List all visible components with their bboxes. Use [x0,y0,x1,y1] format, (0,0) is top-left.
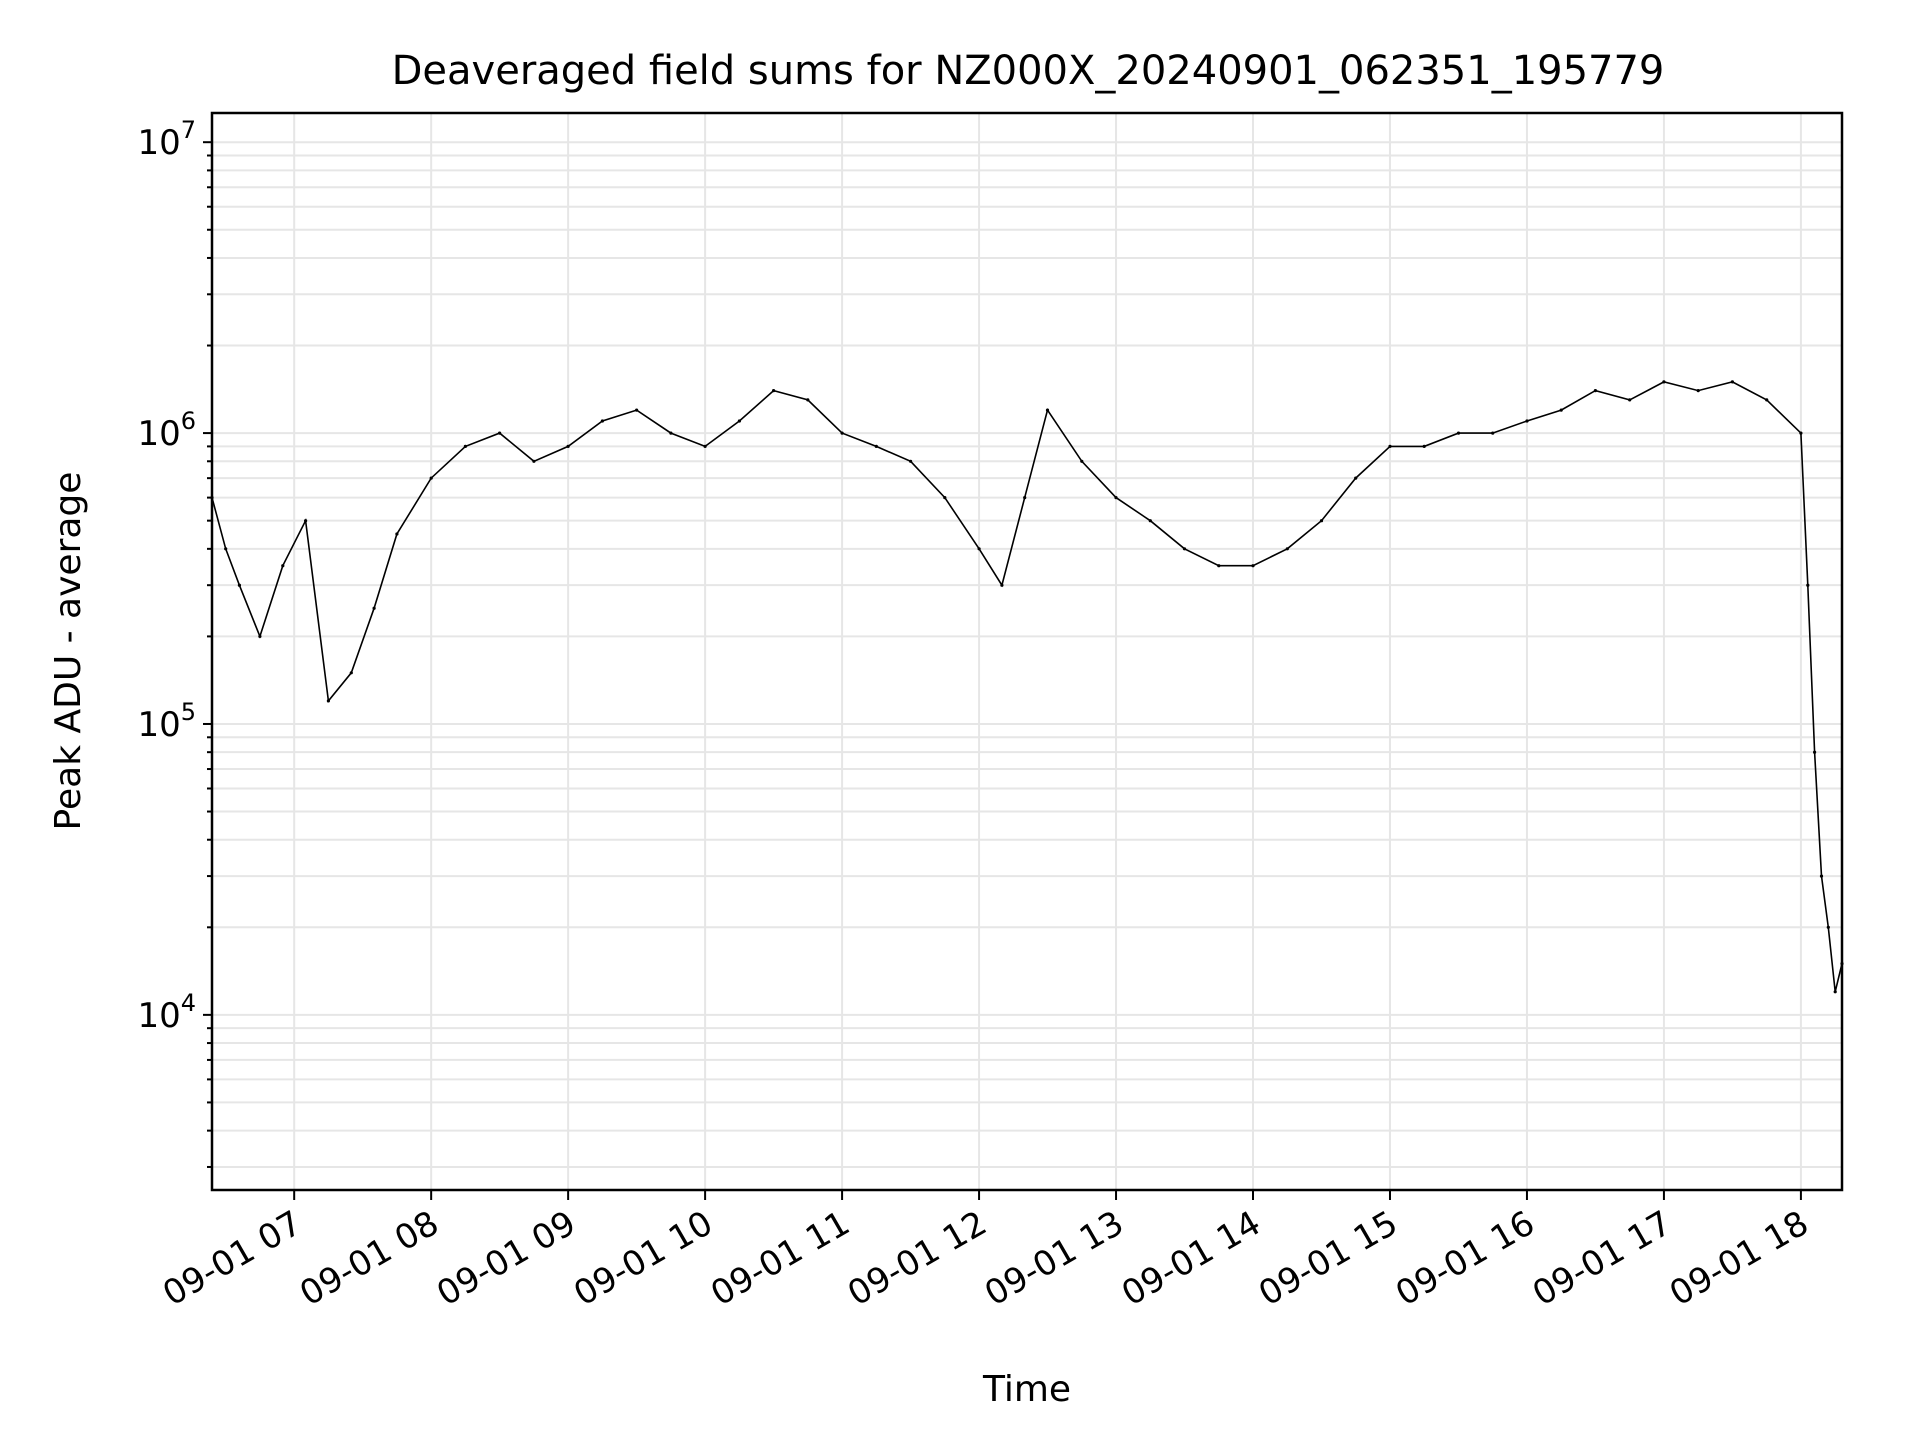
data-point [1319,519,1324,523]
y-tick-label: 107 [137,116,196,163]
plot-frame [210,111,1844,1192]
x-tick-label: 09-01 11 [704,1203,856,1314]
data-point [737,419,742,423]
data-point [1217,564,1221,568]
data-point [1662,380,1666,384]
data-point [326,699,330,703]
x-tick-label: 09-01 08 [293,1203,445,1314]
x-tick-label: 09-01 17 [1526,1203,1678,1314]
data-point [1593,389,1597,393]
x-tick-label: 09-01 14 [1115,1203,1267,1314]
y-axis: 104 105 106 107 [137,116,212,1168]
data-point [1114,496,1118,500]
x-tick-label: 09-01 10 [567,1203,719,1314]
data-point [395,532,399,536]
data-point [909,459,913,463]
data-point [1730,380,1734,384]
data-point [1833,990,1837,994]
data-point [1422,444,1426,448]
data-point [600,419,605,423]
data-point [1525,419,1529,423]
data-point [1388,444,1392,448]
data-point [1045,408,1050,412]
data-point [669,431,673,435]
data-point [806,398,810,402]
data-point [429,476,433,480]
data-point [1023,496,1027,500]
data-point [635,408,639,412]
data-point [1354,476,1358,480]
y-tick-label: 106 [137,407,196,454]
x-tick-label: 09-01 18 [1663,1203,1815,1314]
data-point [1251,564,1255,568]
data-point [498,431,502,435]
data-point [566,444,570,448]
series-layer [210,380,1844,994]
data-point [772,389,776,393]
y-axis-label: Peak ADU - average [48,472,89,831]
data-point [1148,519,1152,523]
y-tick-label: 104 [137,989,196,1036]
x-tick-label: 09-01 07 [156,1203,308,1314]
data-point [1806,583,1810,587]
data-point [703,444,707,448]
series-line [211,381,1843,992]
x-tick-label: 09-01 12 [841,1203,993,1314]
data-point [532,459,536,463]
data-point [281,564,285,568]
x-axis-label: Time [982,1369,1071,1410]
data-point [1080,459,1084,463]
data-point [349,671,353,675]
x-tick-label: 09-01 16 [1389,1203,1541,1314]
data-point [1765,398,1769,402]
y-tick-label: 105 [137,698,196,745]
data-point [977,547,981,551]
x-tick-label: 09-01 09 [430,1203,582,1314]
data-point [1826,925,1830,929]
data-point [237,583,241,587]
data-point [224,547,228,551]
data-point [258,634,262,639]
data-point [1182,547,1187,551]
data-point [1799,431,1803,435]
grid [212,113,1842,1190]
x-tick-label: 09-01 15 [1252,1203,1404,1314]
data-point [1456,431,1461,435]
data-point [463,444,467,448]
data-point [1000,583,1004,587]
data-point [1813,750,1817,754]
data-point [304,519,308,523]
data-point [1491,431,1495,435]
data-point [1628,398,1632,402]
chart-title: Deaveraged field sums for NZ000X_2024090… [392,48,1665,94]
data-point [874,444,878,448]
data-point [1285,547,1289,551]
data-point [1559,408,1563,412]
data-point [943,496,947,500]
data-point [840,431,844,435]
data-point [372,606,376,610]
data-point [1819,874,1824,878]
x-tick-label: 09-01 13 [978,1203,1130,1314]
data-point [1696,389,1700,393]
